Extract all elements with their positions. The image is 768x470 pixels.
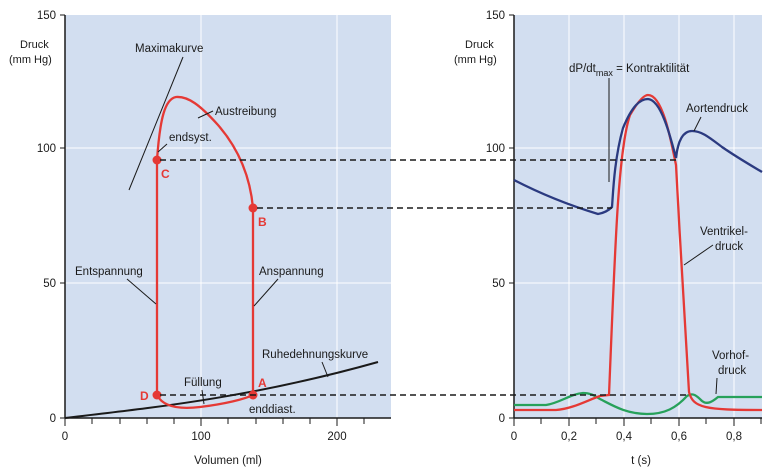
right-x-tick-0: 0 bbox=[511, 431, 517, 443]
dpdt-main: dP/dt bbox=[569, 63, 597, 75]
entspannung-leader bbox=[126, 278, 157, 305]
pv-loop-ejection bbox=[155, 95, 255, 209]
right-x-axis-label: t (s) bbox=[631, 455, 651, 467]
right-y-axis-label-2: (mm Hg) bbox=[454, 54, 497, 66]
right-y-tick-0: 0 bbox=[499, 413, 505, 425]
right-y-tick-150: 150 bbox=[486, 10, 505, 22]
dpdt-subscript: max bbox=[596, 68, 614, 78]
left-panel: 150 100 50 0 0 100 200 Volumen (ml) Druc… bbox=[9, 10, 391, 467]
point-b-label: B bbox=[258, 215, 267, 229]
aortendruck-curve bbox=[513, 97, 763, 216]
pv-loop-filling bbox=[155, 393, 254, 409]
left-y-tick-50: 50 bbox=[43, 278, 56, 290]
anspannung-label: Anspannung bbox=[259, 266, 324, 278]
fuellung-leader bbox=[201, 389, 205, 405]
right-y-tick-marks bbox=[509, 14, 514, 419]
endsyst-leader bbox=[157, 143, 168, 153]
fuellung-label: Füllung bbox=[184, 377, 222, 389]
left-y-axis-label-2: (mm Hg) bbox=[9, 54, 52, 66]
enddiast-label: enddiast. bbox=[249, 404, 296, 416]
left-x-axis-label: Volumen (ml) bbox=[194, 455, 262, 467]
point-a-label: A bbox=[258, 376, 267, 390]
ventrikeldruck-leader bbox=[683, 244, 714, 266]
ruhedehnungskurve-label: Ruhedehnungskurve bbox=[262, 349, 368, 361]
left-x-tick-marks bbox=[64, 418, 365, 426]
ventrikeldruck-label-1: Ventrikel- bbox=[700, 226, 748, 238]
ventrikeldruck-label-2: druck bbox=[715, 241, 743, 253]
point-c-label: C bbox=[161, 167, 170, 181]
left-y-tick-marks bbox=[60, 14, 65, 419]
maximakurve-label: Maximakurve bbox=[135, 43, 203, 55]
left-x-tick-100: 100 bbox=[191, 431, 210, 443]
anspannung-leader bbox=[253, 278, 279, 307]
right-y-axis-label-1: Druck bbox=[465, 39, 494, 51]
right-x-tick-0-6: 0,6 bbox=[671, 431, 687, 443]
dashed-connectors bbox=[160, 159, 690, 396]
ruhedehnungskurve-line bbox=[64, 361, 379, 419]
ruhedehnungskurve-leader bbox=[321, 361, 329, 378]
austreibung-label: Austreibung bbox=[215, 106, 276, 118]
entspannung-label: Entspannung bbox=[75, 266, 143, 278]
left-x-tick-0: 0 bbox=[62, 431, 68, 443]
ventrikeldruck-curve bbox=[514, 93, 763, 412]
left-x-tick-200: 200 bbox=[327, 431, 346, 443]
left-y-tick-0: 0 bbox=[50, 413, 56, 425]
aortendruck-label: Aortendruck bbox=[686, 103, 748, 115]
point-d-label: D bbox=[140, 389, 149, 403]
right-x-tick-0-4: 0,4 bbox=[616, 431, 633, 443]
left-grid bbox=[65, 15, 391, 418]
dpdt-rest: = Kontraktilität bbox=[613, 63, 690, 75]
left-y-axis-label-1: Druck bbox=[20, 39, 49, 51]
endsyst-label: endsyst. bbox=[169, 132, 212, 144]
austreibung-leader bbox=[197, 110, 214, 119]
dpdt-label: dP/dtmax = Kontraktilität bbox=[569, 63, 690, 78]
point-c-marker bbox=[152, 155, 162, 165]
right-y-tick-100: 100 bbox=[486, 143, 505, 155]
point-d-marker bbox=[152, 390, 162, 400]
maximakurve-line bbox=[128, 56, 184, 191]
left-y-tick-150: 150 bbox=[37, 10, 56, 22]
right-x-tick-marks bbox=[513, 418, 762, 426]
vorhofdruck-label-1: Vorhof- bbox=[712, 350, 749, 362]
left-y-tick-100: 100 bbox=[37, 143, 56, 155]
right-x-tick-0-2: 0,2 bbox=[561, 431, 577, 443]
right-x-tick-0-8: 0,8 bbox=[726, 431, 742, 443]
aortendruck-leader bbox=[693, 116, 702, 132]
vorhofdruck-curve bbox=[514, 391, 762, 416]
right-plot-background bbox=[514, 15, 762, 418]
vorhofdruck-label-2: druck bbox=[718, 365, 746, 377]
vorhofdruck-leader bbox=[715, 377, 718, 395]
right-panel: 150 100 50 0 0 0,2 0,4 0,6 0,8 t (s) Dru… bbox=[454, 10, 763, 467]
right-y-tick-50: 50 bbox=[492, 278, 505, 290]
point-b-marker bbox=[248, 203, 258, 213]
